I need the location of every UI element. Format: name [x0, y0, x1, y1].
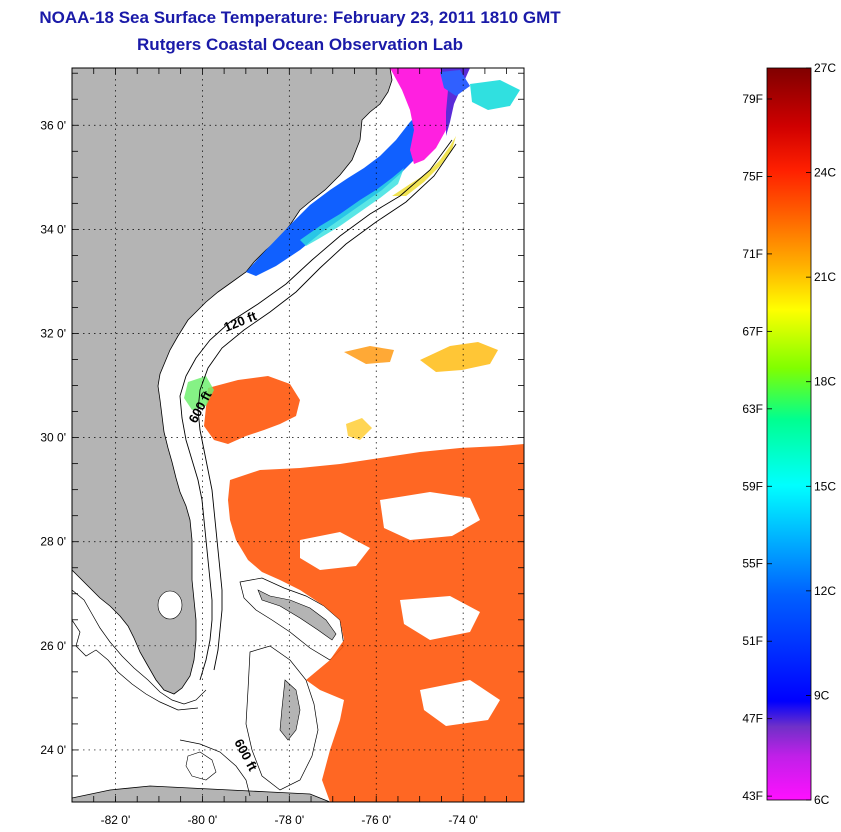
- lon-tick-label: -80 0': [188, 813, 218, 827]
- colorbar-celsius-label: 9C: [814, 688, 830, 702]
- colorbar-fahrenheit-label: 71F: [742, 247, 763, 261]
- map-axes: 36 0' 34 0' 32 0' 30 0' 28 0' 26 0' 24 0' -82 0…: [40, 68, 524, 827]
- lat-tick-label: 34 0': [40, 222, 66, 236]
- sst-coastal-cyan: [300, 168, 404, 246]
- lat-tick-label: 26 0': [40, 639, 66, 653]
- colorbar-fahrenheit-label: 67F: [742, 324, 763, 338]
- lake-okeechobee: [157, 590, 183, 620]
- colorbar-fahrenheit-label: 47F: [742, 712, 763, 726]
- colorbar-fahrenheit-label: 63F: [742, 402, 763, 416]
- lat-tick-label: 36 0': [40, 118, 66, 132]
- lon-tick-label: -78 0': [274, 813, 304, 827]
- land-mainland: [72, 68, 393, 695]
- sst-coastal-cold: [246, 112, 432, 276]
- colorbar-celsius-label: 18C: [814, 375, 836, 389]
- colorbar-fahrenheit-label: 79F: [742, 92, 763, 106]
- colorbar-celsius-label: 24C: [814, 166, 836, 180]
- isobath-600ft-south: [179, 739, 251, 797]
- map-subtitle: Rutgers Coastal Ocean Observation Lab: [137, 35, 463, 54]
- bahamas-bank-outline-south: [245, 645, 319, 791]
- lat-tick-label: 28 0': [40, 535, 66, 549]
- sst-patch-orange-small: [344, 346, 394, 364]
- land-bahamas-north: [257, 589, 337, 641]
- land-cuba: [72, 785, 331, 802]
- sst-patch-yellow-small: [346, 418, 372, 440]
- colorbar-fahrenheit-label: 55F: [742, 557, 763, 571]
- sst-magenta-band: [390, 68, 450, 164]
- sst-field-orange: [204, 376, 300, 444]
- lon-tick-label: -74 0': [448, 813, 478, 827]
- isobath-keys: [72, 619, 199, 711]
- cloud-gap: [400, 596, 480, 640]
- map-gridlines: [72, 68, 524, 802]
- lat-tick-label: 32 0': [40, 326, 66, 340]
- colorbar: [766, 67, 812, 801]
- colorbar-celsius-label: 21C: [814, 270, 836, 284]
- colorbar-celsius-label: 27C: [814, 61, 836, 75]
- isobath-florida-west: [72, 589, 207, 705]
- sst-coastal-green: [184, 376, 214, 410]
- cloud-gap: [420, 680, 500, 726]
- lat-tick-label: 30 0': [40, 431, 66, 445]
- lon-tick-label: -76 0': [361, 813, 391, 827]
- cloud-gap: [380, 492, 480, 540]
- sst-patch-yellow: [420, 342, 498, 372]
- sst-blue-patch: [440, 70, 470, 96]
- lon-tick-label: -82 0': [101, 813, 131, 827]
- small-bank: [185, 751, 217, 781]
- colorbar-fahrenheit-label: 59F: [742, 479, 763, 493]
- map-title: NOAA-18 Sea Surface Temperature: Februar…: [39, 8, 561, 27]
- isobath-120ft: [179, 139, 453, 681]
- colorbar-celsius-label: 15C: [814, 479, 836, 493]
- map-frame: [71, 67, 525, 803]
- colorbar-celsius-label: 6C: [814, 793, 830, 807]
- lat-tick-label: 24 0': [40, 743, 66, 757]
- colorbar-ticks: 27C 24C 21C 18C 15C 12C 9C 6C 79F 75F 71F 67F 63F 59F…: [742, 61, 836, 807]
- sst-cyan-patch: [470, 80, 520, 110]
- colorbar-fahrenheit-label: 43F: [742, 789, 763, 803]
- colorbar-celsius-label: 12C: [814, 584, 836, 598]
- land-bahamas-andros: [279, 679, 301, 741]
- colorbar-fahrenheit-label: 51F: [742, 634, 763, 648]
- isobath-600ft: [197, 143, 457, 671]
- colorbar-fahrenheit-label: 75F: [742, 169, 763, 183]
